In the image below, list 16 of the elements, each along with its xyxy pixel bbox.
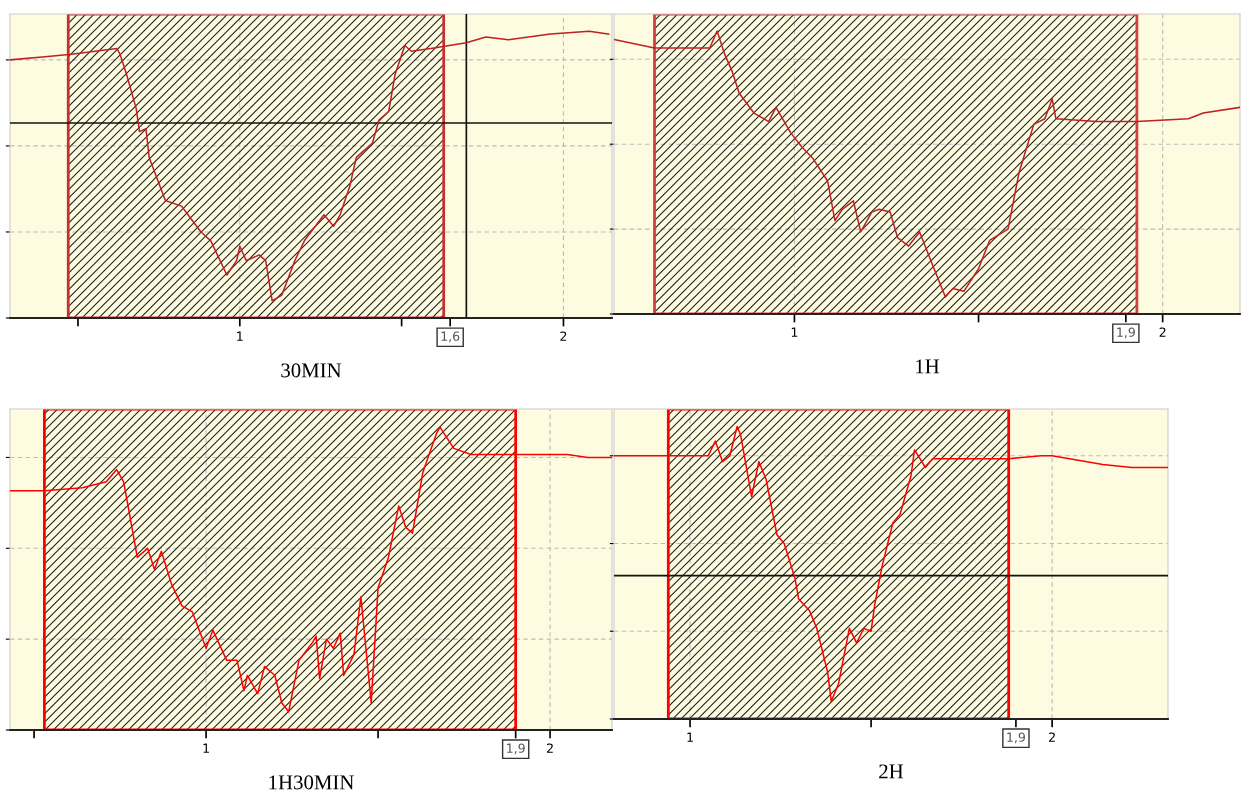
x-tick-label: 2 xyxy=(1049,732,1055,742)
x-tick-label: 1,9 xyxy=(507,743,525,755)
x-tick-label: 2 xyxy=(1159,327,1166,337)
x-tick-label: 1 xyxy=(237,331,243,341)
x-axis-title: 1H xyxy=(916,359,940,374)
x-axis-title: 1H30MIN xyxy=(269,775,354,790)
x-tick-label: 1 xyxy=(791,327,798,337)
x-tick-label: 1,9 xyxy=(1117,327,1135,339)
x-axis-title: 30MIN xyxy=(281,363,342,378)
x-tick-label: 2 xyxy=(547,743,553,753)
x-tick-label: 1 xyxy=(203,743,209,753)
x-tick-label: 1,6 xyxy=(441,331,460,343)
x-tick-label: 1,9 xyxy=(1007,732,1025,744)
x-axis-title: 2H xyxy=(879,764,904,779)
x-tick-label: 2 xyxy=(560,331,567,341)
x-tick-label: 1 xyxy=(687,732,693,742)
